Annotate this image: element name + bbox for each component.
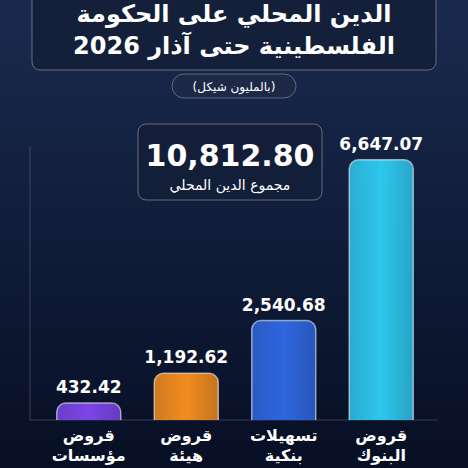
category-line: مؤسسات — [52, 446, 126, 465]
bars — [57, 160, 414, 420]
category-line: هيئة — [169, 446, 203, 465]
subtitle: (بالمليون شيكل) — [193, 80, 276, 95]
bar — [154, 373, 218, 420]
chart-root: الدين المحلي على الحكومة الفلسطينية حتى آ… — [0, 0, 468, 468]
data-label: 432.42 — [56, 377, 122, 397]
category-line: تسهيلات — [250, 426, 318, 445]
category-label: قروضمؤسسات — [52, 426, 126, 465]
category-label: تسهيلاتبنكية — [250, 426, 318, 465]
data-label: 1,192.62 — [144, 347, 228, 367]
data-label: 6,647.07 — [339, 134, 423, 154]
category-line: قروض — [355, 426, 407, 445]
category-line: قروض — [63, 426, 115, 445]
title: الدين المحلي على الحكومة الفلسطينية حتى آ… — [73, 0, 395, 60]
category-line: قروض — [160, 426, 212, 445]
subtitle-box — [172, 74, 296, 98]
bar — [252, 321, 316, 420]
title-line: الفلسطينية حتى آذار 2026 — [73, 31, 395, 60]
total-box — [138, 124, 322, 200]
title-box — [32, 0, 436, 70]
title-line: الدين المحلي على الحكومة — [77, 0, 392, 28]
category-label: قروضهيئة — [160, 426, 212, 465]
bar — [349, 160, 413, 420]
bar — [57, 403, 121, 420]
total-value: 10,812.80 — [146, 138, 315, 173]
total-label: مجموع الدين المحلي — [170, 177, 291, 194]
category-line: البنوك — [357, 446, 406, 465]
data-label: 2,540.68 — [242, 295, 326, 315]
chart: الدين المحلي على الحكومة الفلسطينية حتى آ… — [0, 0, 468, 468]
category-line: بنكية — [265, 446, 303, 465]
category-label: قروضالبنوك — [355, 426, 407, 465]
y-axis-line — [30, 146, 31, 420]
